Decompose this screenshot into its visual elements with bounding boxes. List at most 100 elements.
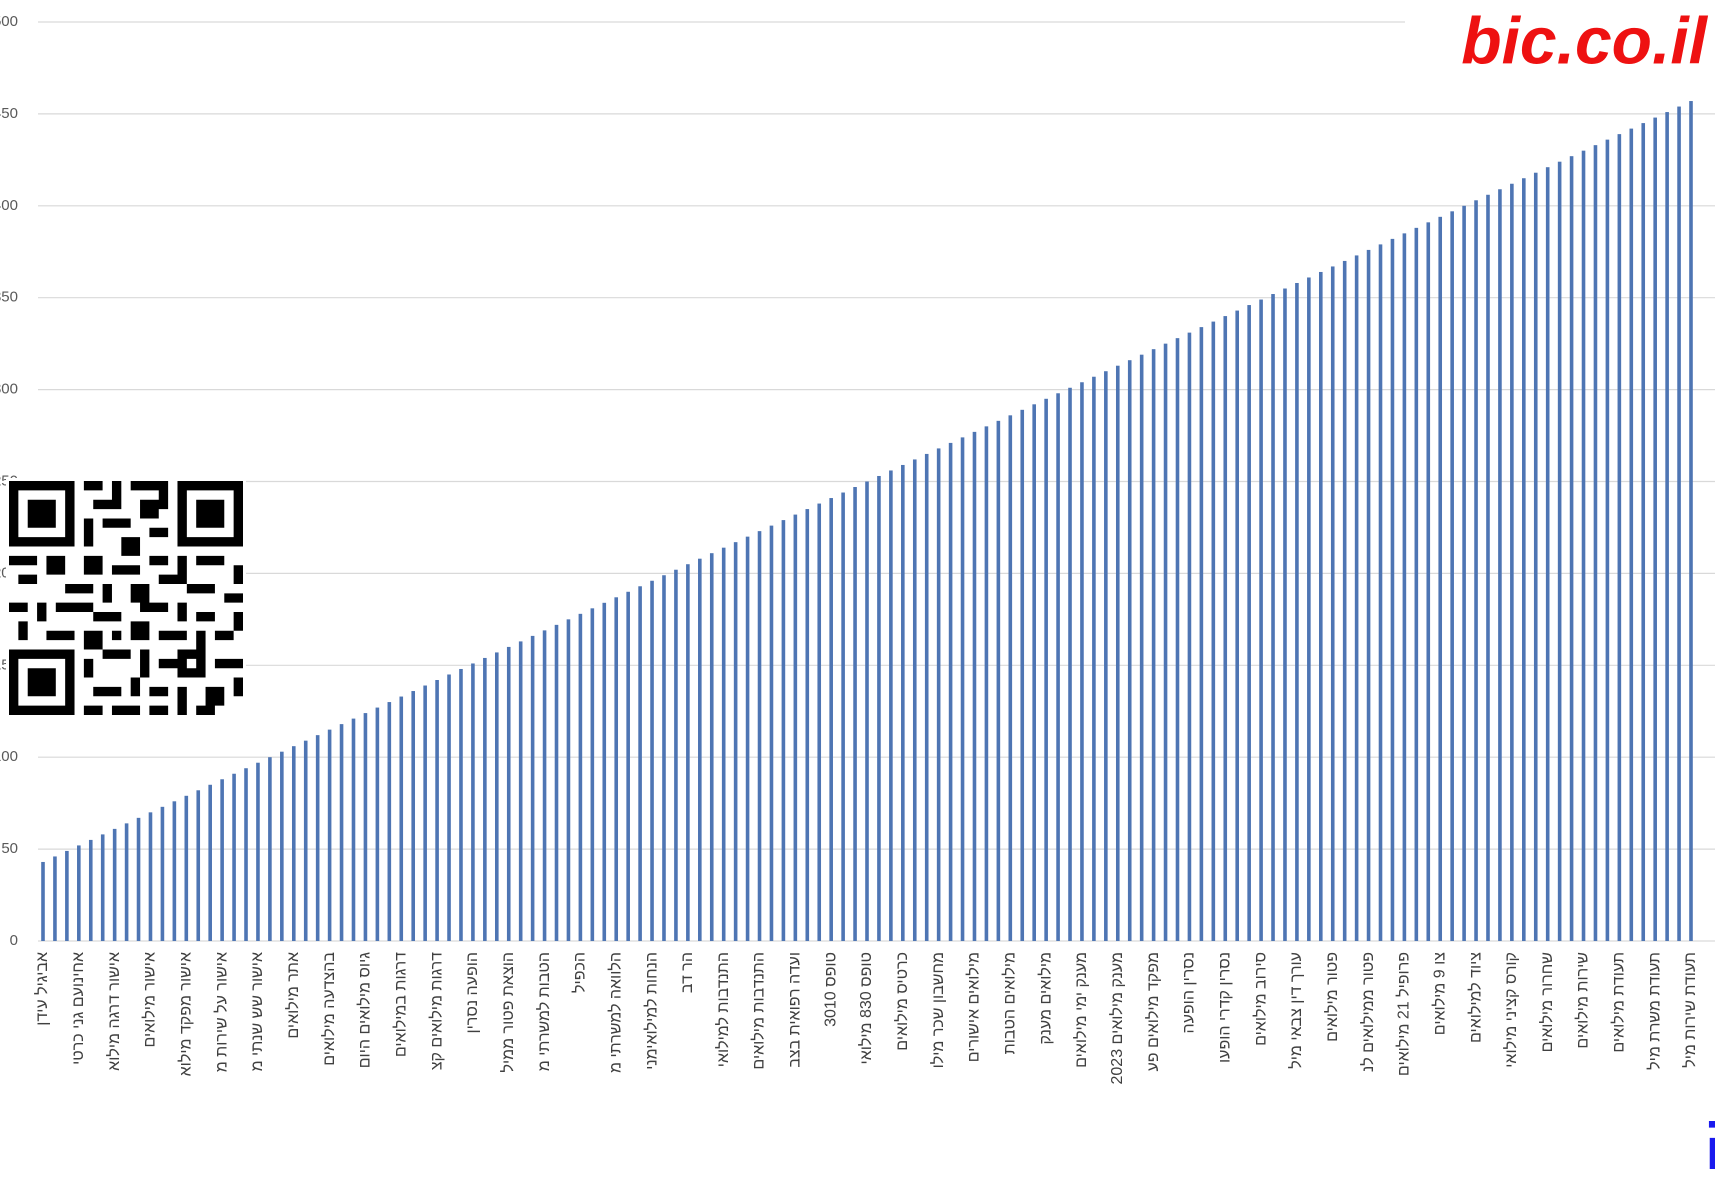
bar <box>459 668 463 941</box>
x-tick-label: אישור מפקד מילוא <box>177 952 195 1076</box>
bar <box>315 735 320 941</box>
bar <box>1139 354 1144 942</box>
x-tick-label: מילואים מענק <box>1036 952 1054 1044</box>
bar <box>1068 387 1072 942</box>
bar <box>709 553 714 941</box>
bar <box>1342 260 1347 941</box>
bar <box>1510 183 1514 941</box>
bar <box>960 437 965 941</box>
bar <box>327 729 332 941</box>
bar <box>1569 156 1574 941</box>
bar <box>65 850 69 941</box>
x-tick-label: מילואים הטבות <box>1001 952 1019 1054</box>
x-tick-label: הוצאת פטור ממיל <box>499 952 517 1073</box>
bar <box>1474 200 1478 941</box>
bar <box>124 823 129 941</box>
bar <box>1545 167 1550 941</box>
qr-modules <box>9 481 243 715</box>
bar <box>996 420 1001 941</box>
bar <box>1056 393 1060 941</box>
bar <box>148 812 153 941</box>
bar <box>733 542 738 941</box>
x-tick-label: נסרין קדרי הופעו <box>1216 952 1233 1063</box>
bar <box>757 531 762 941</box>
bar <box>447 674 451 941</box>
x-tick-label: תעודת מילואים <box>1610 952 1628 1053</box>
bar <box>1653 117 1657 942</box>
x-tick-label: פרופיל 21 מילואים <box>1395 952 1413 1076</box>
bar <box>686 564 690 941</box>
x-tick-label: גיוס מילואים היום <box>356 952 374 1069</box>
bar <box>936 448 941 941</box>
bar <box>172 801 177 941</box>
x-tick-label: מפקד מילואים פע <box>1144 952 1162 1072</box>
x-tick-label: פטור ממילואים לנ <box>1359 952 1377 1072</box>
bar <box>1378 244 1383 941</box>
x-tick-label: מענק ימי מילואים <box>1072 952 1090 1068</box>
bar <box>1175 338 1180 941</box>
bar <box>1462 205 1466 942</box>
x-tick-label: הר דב <box>679 952 696 993</box>
bar <box>948 442 953 941</box>
x-tick-label: סירוב מילואים <box>1251 952 1269 1046</box>
bar <box>196 790 201 941</box>
y-tick-label: 350 <box>0 289 18 306</box>
bar <box>817 503 822 941</box>
bar <box>781 520 786 941</box>
bar <box>399 696 404 941</box>
y-tick-label: 400 <box>0 197 18 214</box>
bar <box>1283 288 1287 941</box>
bar <box>1486 194 1490 942</box>
bar <box>232 773 236 941</box>
qr-code <box>6 478 246 720</box>
y-tick-label: 0 <box>10 932 18 949</box>
bar <box>662 575 666 941</box>
x-tick-label: טופס 3010 <box>822 952 839 1027</box>
x-tick-label: הנחות למילואימני <box>642 952 660 1070</box>
bar <box>566 619 571 941</box>
bar <box>924 453 929 941</box>
bar <box>1318 271 1323 941</box>
bar <box>280 751 284 941</box>
bar <box>1127 360 1132 941</box>
bar <box>1307 277 1311 941</box>
bar <box>220 779 224 941</box>
category-labels: אביגיל עידן אחינועם גני כרטי אישור דרגה מי… <box>33 952 1699 1085</box>
bar <box>1235 310 1240 941</box>
x-tick-label: פטור מילואים <box>1323 952 1341 1042</box>
bar <box>638 586 642 941</box>
bar <box>1689 101 1693 941</box>
bar <box>1450 211 1454 942</box>
caption: עריק מילואים תמונה <box>1703 1097 1715 1186</box>
watermark-background <box>1405 0 1715 88</box>
bar <box>411 691 416 941</box>
x-tick-label: שחרור מילואים <box>1538 952 1556 1052</box>
bar <box>912 459 917 941</box>
x-tick-label: הופעה נסרין <box>464 952 481 1034</box>
bar <box>1247 305 1251 941</box>
x-tick-label: אביגיל עידן <box>33 952 51 1026</box>
x-tick-label: דרגות מילואים קצ <box>427 952 445 1070</box>
bar <box>650 580 654 941</box>
bar <box>1390 238 1395 941</box>
x-tick-label: אחינועם גני כרטי <box>70 952 87 1065</box>
bar <box>877 475 881 941</box>
bar <box>494 652 499 941</box>
bar <box>1163 343 1168 941</box>
bar <box>1605 139 1610 941</box>
y-tick-label: 450 <box>0 105 18 122</box>
bar <box>984 426 989 941</box>
y-tick-label: 50 <box>1 840 18 857</box>
bar <box>578 613 583 941</box>
bar <box>1557 161 1562 942</box>
bar <box>853 487 857 941</box>
bar <box>1498 189 1502 941</box>
bar <box>1223 316 1228 942</box>
bar <box>100 834 105 941</box>
x-tick-label: אישור על שירות מ <box>212 952 230 1072</box>
x-tick-label: נסרין הופעה <box>1181 952 1198 1034</box>
bar <box>1199 327 1204 941</box>
bar <box>1020 409 1025 941</box>
x-tick-label: אישור דרגה מילוא <box>105 952 123 1071</box>
